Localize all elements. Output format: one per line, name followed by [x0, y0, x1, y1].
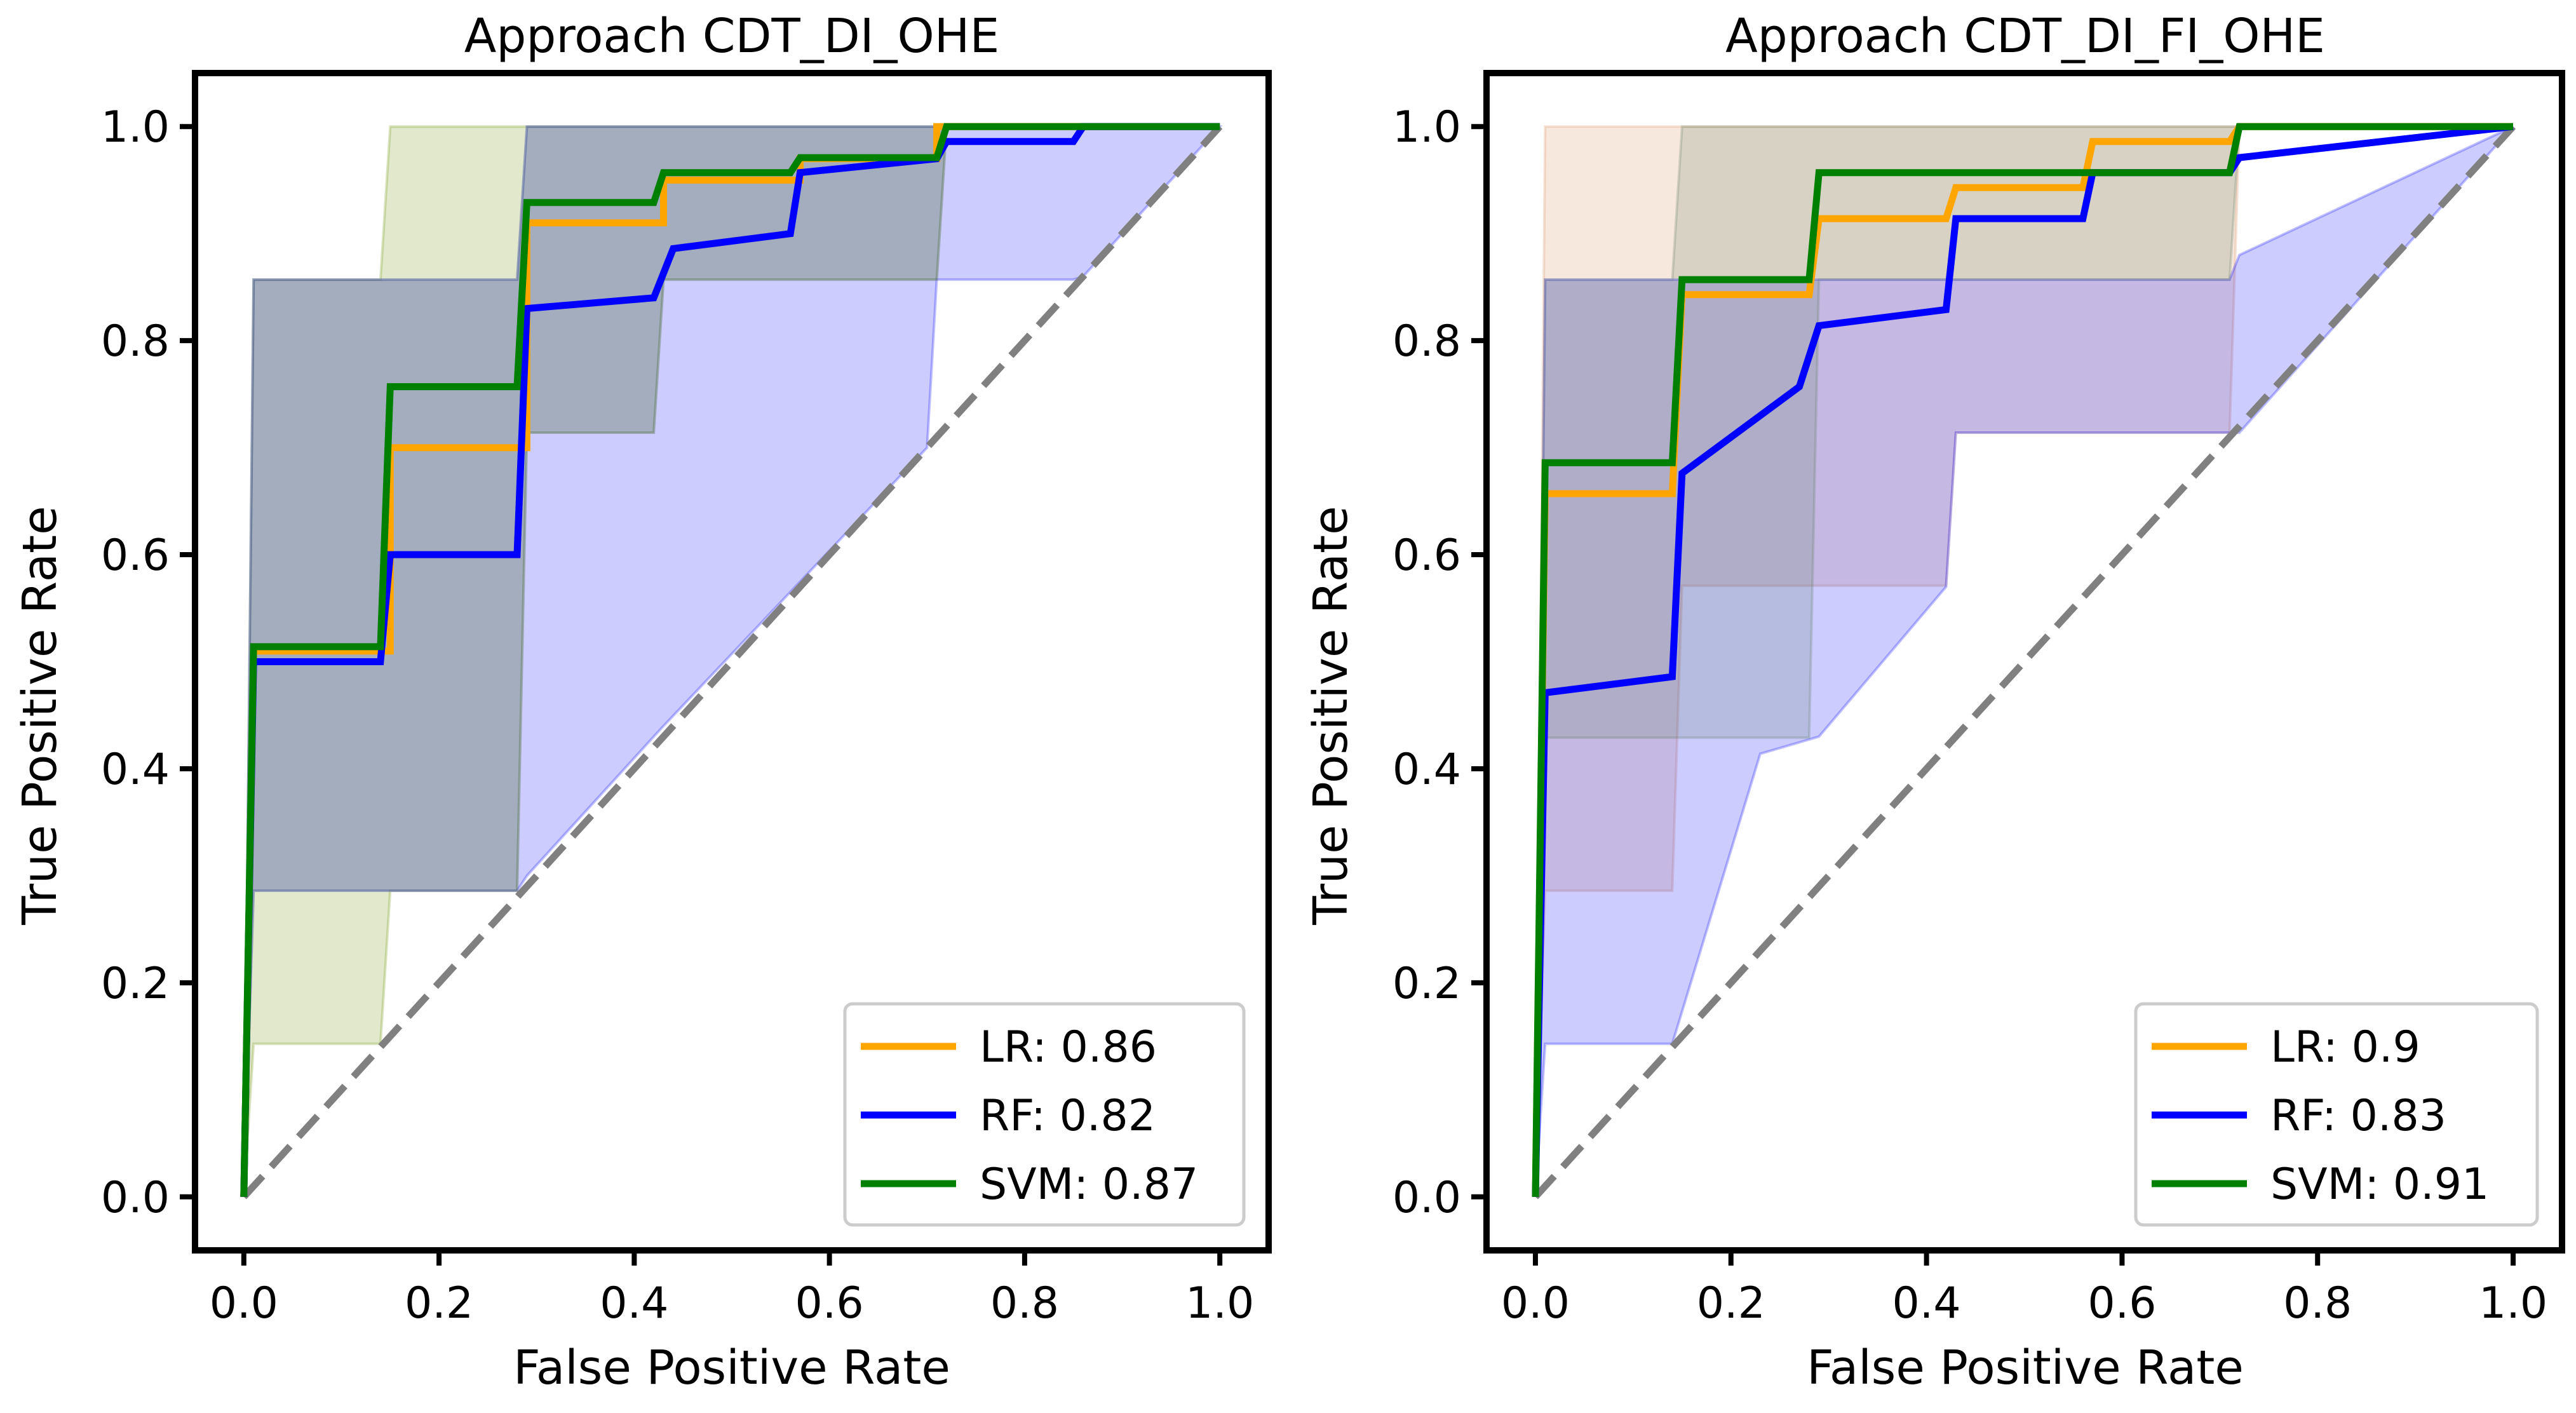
legend-item: RF: 0.82 — [861, 1091, 1156, 1141]
plot-frame — [1483, 70, 2565, 1254]
band-lr — [1534, 125, 2513, 1197]
x-tick-label: 0.0 — [1501, 1278, 1570, 1328]
chart-title: Approach CDT_DI_OHE — [464, 9, 999, 64]
y-tick-label: 0.0 — [101, 1173, 170, 1223]
y-tick-label: 0.4 — [101, 745, 170, 795]
line-svm — [1532, 123, 2513, 1197]
x-tick-label: 0.8 — [2283, 1278, 2352, 1328]
chart-title: Approach CDT_DI_FI_OHE — [1725, 9, 2325, 64]
line-svm — [240, 123, 1220, 1197]
band-lr — [242, 125, 1220, 1197]
band-svm — [242, 125, 1220, 1197]
y-axis-label: True Positive Rate — [13, 506, 67, 925]
roc-panel-cdt-di-ohe: Approach CDT_DI_OHE False Positive Rate … — [13, 9, 1272, 1395]
legend-label: LR: 0.9 — [2270, 1022, 2420, 1072]
x-tick-label: 0.4 — [1892, 1278, 1961, 1328]
x-tick-label: 0.6 — [2087, 1278, 2156, 1328]
band-svm — [1534, 125, 2513, 1197]
x-tick-label: 0.2 — [405, 1278, 473, 1328]
x-tick-label: 1.0 — [2479, 1278, 2547, 1328]
y-tick-label: 0.6 — [101, 531, 170, 581]
x-tick-label: 0.0 — [210, 1278, 278, 1328]
roc-curves — [240, 123, 1220, 1197]
legend-item: RF: 0.83 — [2152, 1091, 2446, 1141]
x-tick-label: 0.8 — [990, 1278, 1059, 1328]
y-axis-label: True Positive Rate — [1304, 506, 1358, 925]
legend-item: SVM: 0.91 — [2152, 1159, 2489, 1210]
diagonal-line — [241, 124, 1223, 1200]
legend-label: SVM: 0.87 — [980, 1159, 1198, 1210]
axis-ticks: 0.0 0.2 0.4 0.6 0.8 1.0 0.0 0.2 0.4 0.6 0.8 1.0 — [1393, 102, 2547, 1328]
plot-frame — [192, 70, 1272, 1254]
legend-label: LR: 0.86 — [980, 1022, 1157, 1072]
x-tick-label: 0.6 — [795, 1278, 864, 1328]
legend-item: SVM: 0.87 — [861, 1159, 1198, 1210]
x-tick-label: 1.0 — [1185, 1278, 1254, 1328]
x-tick-label: 0.2 — [1697, 1278, 1765, 1328]
roc-curves — [1532, 123, 2514, 1197]
y-tick-label: 0.4 — [1393, 745, 1461, 795]
legend-label: RF: 0.82 — [980, 1091, 1156, 1141]
line-lr — [1532, 123, 2513, 1197]
x-tick-label: 0.4 — [600, 1278, 668, 1328]
legend-item: LR: 0.86 — [861, 1022, 1157, 1072]
y-tick-label: 1.0 — [1393, 102, 1461, 152]
y-tick-label: 0.0 — [1393, 1173, 1461, 1223]
x-axis-label: False Positive Rate — [1807, 1341, 2244, 1395]
legend-box — [2134, 1002, 2539, 1227]
roc-panel-cdt-di-fi-ohe: Approach CDT_DI_FI_OHE False Positive Ra… — [1304, 9, 2565, 1395]
y-tick-label: 1.0 — [101, 102, 170, 152]
legend-item: LR: 0.9 — [2152, 1022, 2420, 1072]
legend-box — [843, 1002, 1246, 1227]
legend: LR: 0.9 RF: 0.83 SVM: 0.91 — [2134, 1002, 2539, 1227]
legend-label: SVM: 0.91 — [2270, 1159, 2489, 1210]
legend-label: RF: 0.83 — [2270, 1091, 2446, 1141]
chance-diagonal — [241, 124, 1223, 1200]
y-tick-label: 0.2 — [1393, 959, 1461, 1009]
y-tick-label: 0.8 — [101, 316, 170, 367]
x-axis-label: False Positive Rate — [513, 1341, 950, 1395]
legend: LR: 0.86 RF: 0.82 SVM: 0.87 — [843, 1002, 1246, 1227]
y-tick-label: 0.2 — [101, 959, 170, 1009]
y-tick-label: 0.8 — [1393, 316, 1461, 367]
y-tick-label: 0.6 — [1393, 531, 1461, 581]
